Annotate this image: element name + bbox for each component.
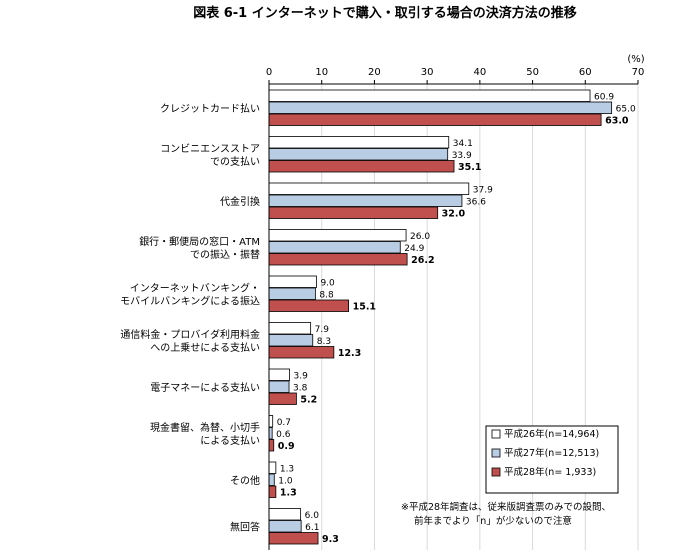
bar-4-series-0 [268,275,317,288]
value-label: 36.6 [466,198,486,208]
bar-6-series-2 [268,392,297,405]
bar-1-series-1 [268,148,449,161]
value-label: 33.9 [452,151,472,161]
legend-swatch [491,448,501,458]
value-label: 32.0 [442,209,466,220]
tick-label: 0 [266,67,272,78]
bar-5-series-2 [268,346,335,359]
value-label: 65.0 [616,105,636,115]
value-label: 26.0 [410,232,430,242]
tick-label: 50 [526,67,539,78]
category-label: での振込・振替 [190,248,260,261]
value-label: 5.2 [300,395,317,406]
bar-9-series-0 [268,508,302,521]
tick-label: 20 [368,67,381,78]
value-label: 8.8 [319,291,334,301]
legend-label: 平成26年(n=14,964) [504,428,599,440]
footnote-line: ※平成28年調査は、従来版調査票のみでの設問、 [401,501,611,513]
legend-label: 平成27年(n=12,513) [504,447,599,459]
category-label: による支払い [200,434,260,447]
value-label: 1.3 [280,465,294,475]
category-label: 銀行・郵便局の窓口・ATM [139,235,260,248]
bar-2-series-1 [268,194,463,207]
category-labels: クレジットカード払いコンビニエンスストアでの支払い代金引換銀行・郵便局の窓口・A… [120,102,260,534]
bar-3-series-2 [268,253,408,266]
bar-6-series-1 [268,380,290,393]
legend-label: 平成28年(n= 1,933) [504,466,596,478]
category-label: コンビニエンスストア [160,143,260,155]
category-label: 電子マネーによる支払い [150,381,260,394]
chart-title: 図表 6-1 インターネットで購入・取引する場合の決済方法の推移 [193,5,577,21]
value-label: 34.1 [453,139,473,149]
category-label: への上乗せによる支払い [150,341,260,354]
unit-label: (%) [627,54,644,65]
bar-5-series-0 [268,322,312,335]
tick-label: 60 [579,67,592,78]
bar-6-series-0 [268,368,290,381]
value-label: 9.3 [322,534,339,545]
footnote: ※平成28年調査は、従来版調査票のみでの設問、前年までより「n」が少ないので注意 [401,501,611,527]
value-label: 0.7 [277,418,291,428]
value-label: 6.1 [305,523,319,533]
bar-2-series-0 [268,182,470,195]
bar-2-series-2 [268,206,439,219]
category-label: モバイルバンキングによる振込 [120,294,260,307]
bar-7-series-0 [268,415,274,428]
category-label: インターネットバンキング・ [130,281,260,294]
value-label: 6.0 [305,511,320,521]
value-label: 0.9 [278,441,295,452]
value-label: 8.3 [317,337,331,347]
bar-1-series-2 [268,160,455,173]
legend-swatch [491,467,501,477]
value-label: 9.0 [320,279,335,289]
value-label: 1.0 [278,477,293,487]
bar-3-series-0 [268,229,407,242]
bar-0-series-2 [268,113,602,126]
bar-8-series-1 [268,473,275,486]
tick-label: 30 [421,67,434,78]
footnote-line: 前年までより「n」が少ないので注意 [414,515,572,527]
bar-1-series-0 [268,136,450,149]
legend-swatch [491,429,501,439]
bar-9-series-2 [268,532,319,545]
value-label: 12.3 [338,348,361,359]
value-label: 60.9 [594,93,614,103]
legend-box [485,425,619,494]
value-label: 3.9 [294,372,309,382]
category-label: 通信料金・プロバイダ利用料金 [120,328,260,341]
bar-8-series-0 [268,461,277,474]
value-label: 3.8 [293,384,308,394]
value-label: 7.9 [315,325,330,335]
bar-5-series-1 [268,334,314,347]
bar-3-series-1 [268,241,401,254]
value-label: 24.9 [404,244,424,254]
value-label: 26.2 [411,255,434,266]
value-label: 63.0 [605,116,629,127]
x-axis-ticks: 0 10 20 30 40 50 60 70 [266,67,645,84]
category-label: での支払い [210,155,260,168]
category-label: 代金引換 [220,195,260,208]
tick-label: 70 [632,67,645,78]
category-label: 現金書留、為替、小切手 [150,421,260,434]
bars: 60.965.063.0 34.1 33.935.1 37.9 36.632.0 26.0… [268,89,636,545]
tick-label: 40 [473,67,486,78]
bar-0-series-1 [268,101,613,114]
category-label: 無回答 [230,520,260,533]
category-label: その他 [230,474,260,487]
bar-4-series-1 [268,287,316,300]
bar-0-series-0 [268,89,591,102]
value-label: 15.1 [353,302,376,313]
value-label: 0.6 [276,430,291,440]
category-label: クレジットカード払い [160,102,260,115]
value-label: 35.1 [458,162,481,173]
value-label: 37.9 [473,186,493,196]
value-label: 1.3 [280,488,297,499]
bar-9-series-1 [268,520,302,533]
tick-label: 10 [315,67,328,78]
legend: 平成26年(n=14,964) 平成27年(n=12,513) 平成28年(n= 1… [485,425,619,494]
bar-7-series-2 [268,439,275,452]
bar-8-series-2 [268,485,277,498]
bar-4-series-2 [268,299,349,312]
